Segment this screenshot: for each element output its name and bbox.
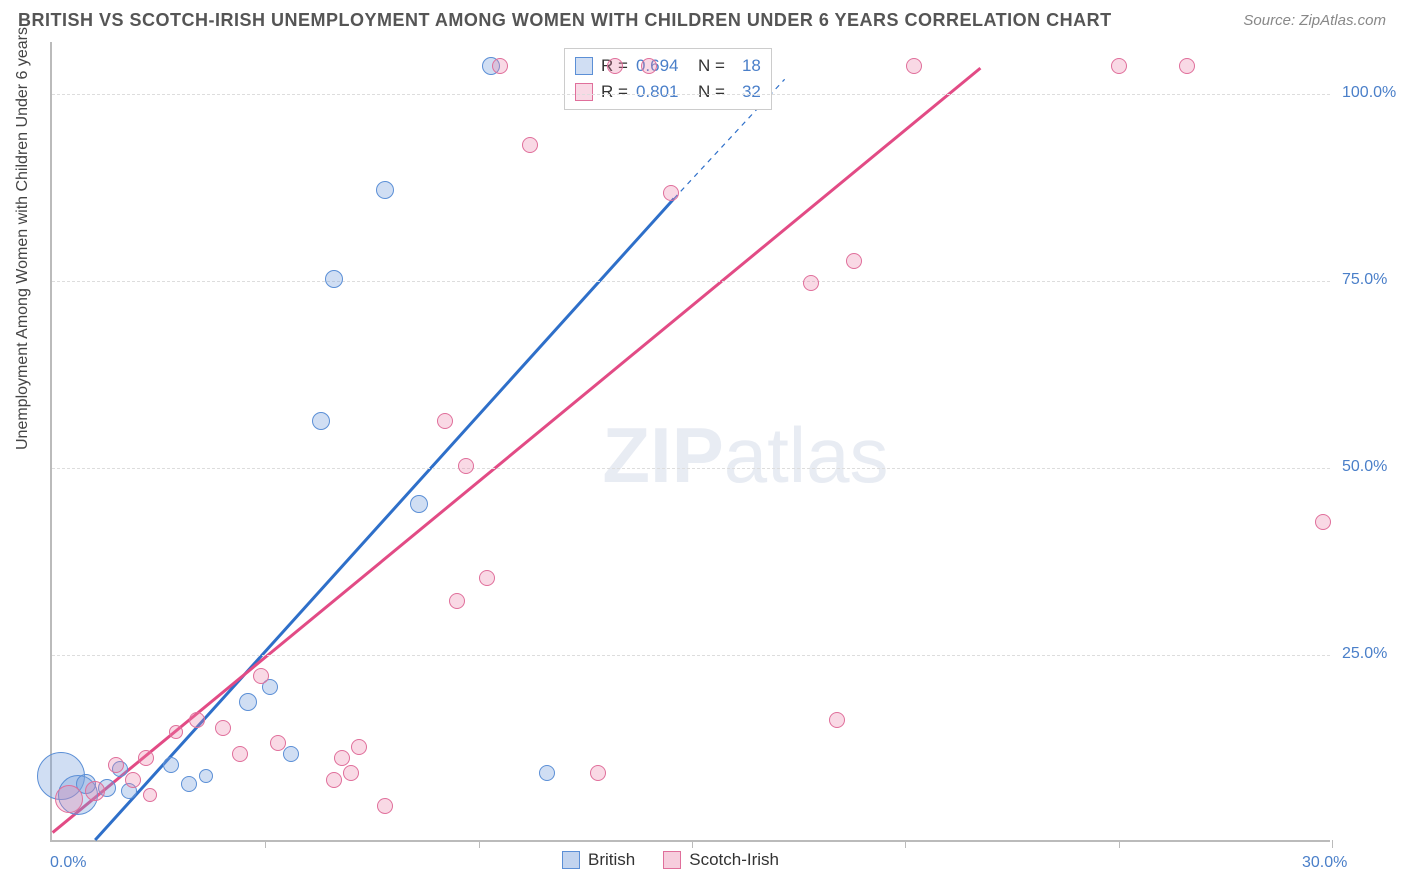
data-point — [163, 757, 179, 773]
legend-item: Scotch-Irish — [663, 850, 779, 870]
legend-label: British — [588, 850, 635, 870]
gridline — [52, 281, 1330, 282]
x-tick-mark — [1119, 840, 1120, 848]
gridline — [52, 468, 1330, 469]
source-name: ZipAtlas.com — [1299, 12, 1386, 29]
data-point — [590, 765, 606, 781]
data-point — [215, 720, 231, 736]
data-point — [253, 668, 269, 684]
data-point — [169, 725, 183, 739]
x-tick-mark — [265, 840, 266, 848]
data-point — [125, 772, 141, 788]
data-point — [906, 58, 922, 74]
data-point — [1179, 58, 1195, 74]
data-point — [199, 769, 213, 783]
data-point — [181, 776, 197, 792]
x-tick-mark — [1332, 840, 1333, 848]
data-point — [492, 58, 508, 74]
y-axis-label: Unemployment Among Women with Children U… — [14, 27, 32, 450]
scatter-plot-area: ZIPatlas R =0.694N =18R =0.801N =32 — [50, 42, 1330, 842]
data-point — [377, 798, 393, 814]
data-point — [803, 275, 819, 291]
data-point — [189, 712, 205, 728]
correlation-stats-box: R =0.694N =18R =0.801N =32 — [564, 48, 772, 110]
stat-n-value: 32 — [733, 79, 761, 105]
data-point — [325, 270, 343, 288]
stat-n-label: N = — [698, 53, 725, 79]
series-swatch — [575, 57, 593, 75]
trend-line — [95, 199, 674, 840]
data-point — [522, 137, 538, 153]
stats-row: R = 0.801 N = 32 — [575, 79, 761, 105]
legend-swatch — [663, 851, 681, 869]
data-point — [1111, 58, 1127, 74]
data-point — [607, 58, 623, 74]
source-attribution: Source: ZipAtlas.com — [1243, 12, 1386, 29]
data-point — [270, 735, 286, 751]
data-point — [846, 253, 862, 269]
chart-title: BRITISH VS SCOTCH-IRISH UNEMPLOYMENT AMO… — [18, 10, 1112, 31]
y-tick-label: 100.0% — [1342, 84, 1396, 102]
stat-r-label: R = — [601, 79, 628, 105]
data-point — [334, 750, 350, 766]
stat-r-value: 0.801 — [636, 79, 690, 105]
data-point — [641, 58, 657, 74]
data-point — [55, 785, 83, 813]
data-point — [437, 413, 453, 429]
data-point — [479, 570, 495, 586]
source-prefix: Source: — [1243, 12, 1299, 29]
x-tick-label: 30.0% — [1302, 854, 1347, 872]
stat-n-value: 18 — [733, 53, 761, 79]
data-point — [1315, 514, 1331, 530]
legend-swatch — [562, 851, 580, 869]
data-point — [239, 693, 257, 711]
legend-item: British — [562, 850, 635, 870]
data-point — [663, 185, 679, 201]
data-point — [458, 458, 474, 474]
x-tick-mark — [479, 840, 480, 848]
y-tick-label: 75.0% — [1342, 271, 1387, 289]
trend-lines-layer — [52, 42, 1330, 840]
y-tick-label: 50.0% — [1342, 458, 1387, 476]
data-point — [539, 765, 555, 781]
data-point — [326, 772, 342, 788]
data-point — [283, 746, 299, 762]
data-point — [351, 739, 367, 755]
data-point — [376, 181, 394, 199]
data-point — [410, 495, 428, 513]
gridline — [52, 94, 1330, 95]
x-tick-label: 0.0% — [50, 854, 86, 872]
data-point — [312, 412, 330, 430]
stat-n-label: N = — [698, 79, 725, 105]
stats-row: R =0.694N =18 — [575, 53, 761, 79]
data-point — [449, 593, 465, 609]
legend: British Scotch-Irish — [562, 850, 779, 870]
x-tick-mark — [905, 840, 906, 848]
data-point — [343, 765, 359, 781]
data-point — [108, 757, 124, 773]
x-tick-mark — [692, 840, 693, 848]
legend-label: Scotch-Irish — [689, 850, 779, 870]
data-point — [143, 788, 157, 802]
data-point — [829, 712, 845, 728]
data-point — [232, 746, 248, 762]
y-tick-label: 25.0% — [1342, 645, 1387, 663]
gridline — [52, 655, 1330, 656]
data-point — [138, 750, 154, 766]
data-point — [85, 781, 105, 801]
series-swatch — [575, 83, 593, 101]
